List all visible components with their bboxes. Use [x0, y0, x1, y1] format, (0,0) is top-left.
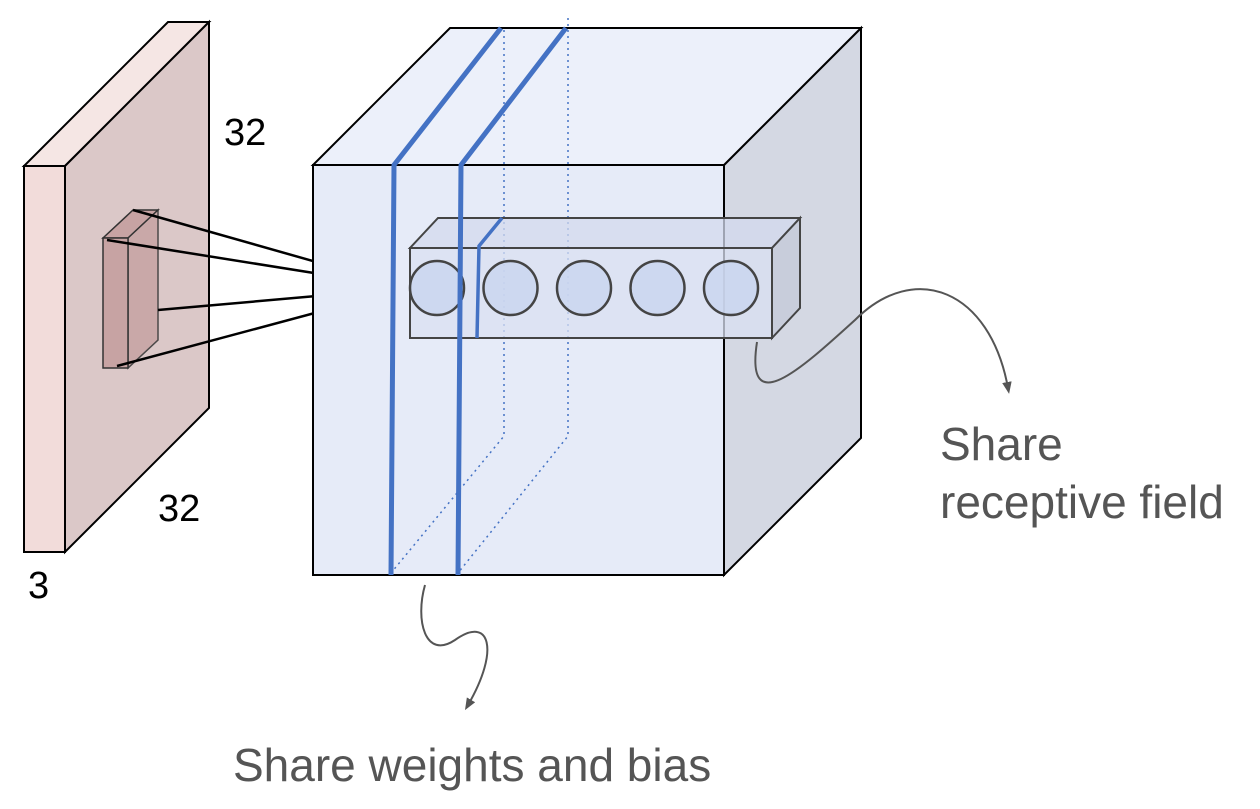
neuron-row-top [407, 217, 803, 249]
input-height-label: 32 [224, 112, 267, 154]
depth-slices [388, 26, 568, 576]
depth-slice-line [455, 26, 568, 576]
neuron-circle [482, 259, 539, 317]
patch-front [102, 237, 129, 369]
patch-side [127, 208, 159, 370]
receptive-field-patch [101, 208, 160, 370]
input-width-label: 32 [158, 488, 201, 530]
neuron-circle [629, 259, 686, 317]
neuron-circle [702, 259, 760, 317]
depth-slice-line [388, 26, 503, 576]
receptive-field-label-line2: receptive field [940, 476, 1224, 528]
receptive-field-label: Share receptive field [940, 415, 1224, 531]
neuron-slice-line [475, 216, 504, 339]
neuron-circle [408, 259, 466, 317]
weights-arrow [420, 584, 489, 711]
neuron-circle [555, 259, 613, 317]
input-volume-front [23, 165, 66, 553]
receptive-field-arrow [754, 288, 1012, 394]
neuron-row [407, 215, 803, 341]
slice-hidden-edges [390, 18, 569, 574]
input-depth-label: 3 [28, 565, 50, 607]
receptive-field-label-line1: Share [940, 418, 1063, 470]
weights-label: Share weights and bias [233, 739, 712, 791]
slice-hidden-edge [457, 18, 569, 574]
